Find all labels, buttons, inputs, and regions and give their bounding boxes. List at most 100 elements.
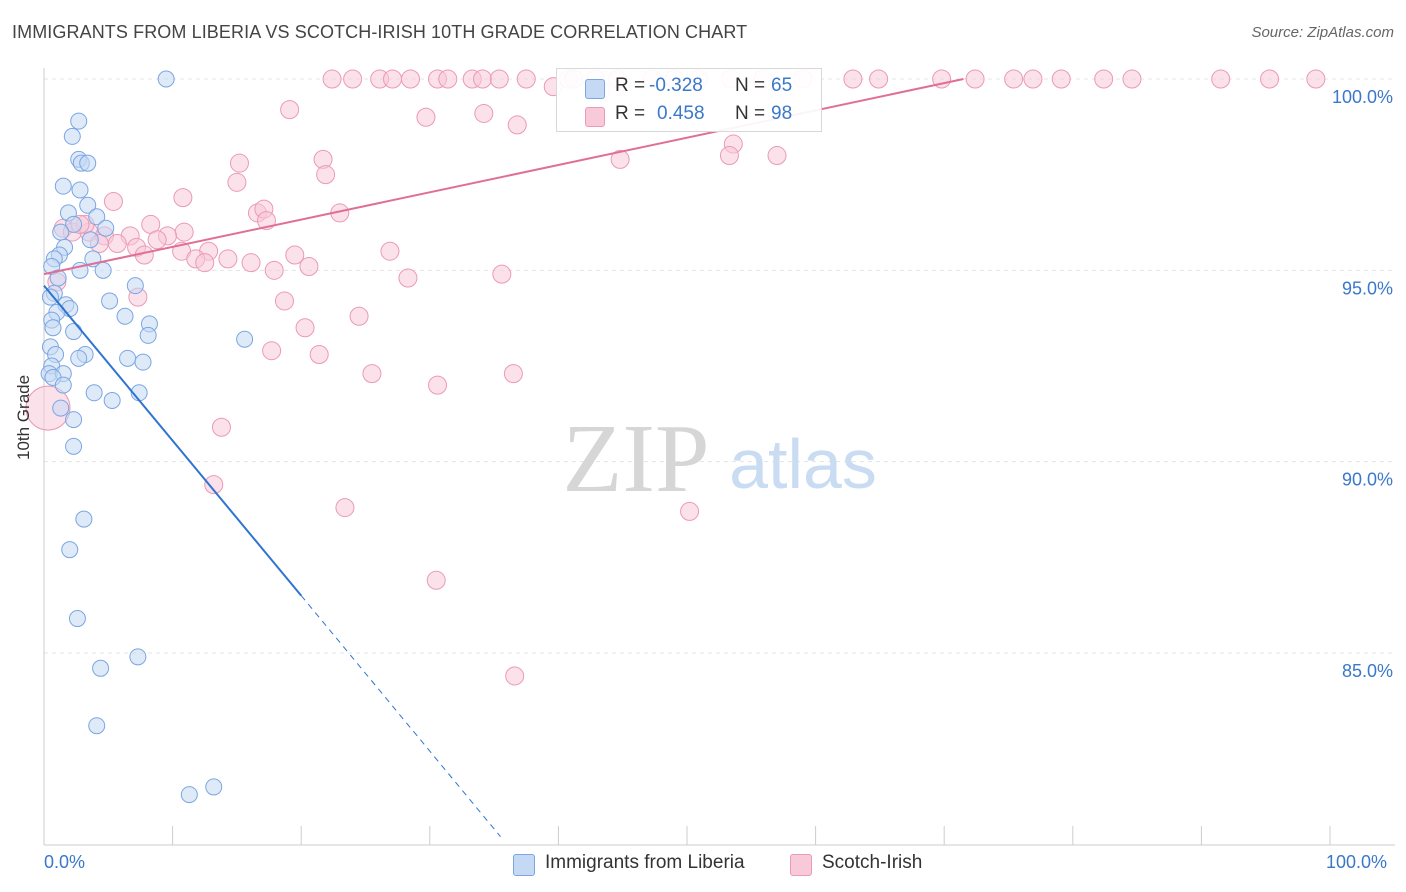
y-tick-label: 95.0%	[1342, 278, 1393, 298]
liberia-point	[103, 391, 121, 409]
scotch-irish-point	[1260, 69, 1280, 89]
scotch-irish-point	[195, 253, 215, 273]
scotch-irish-point	[489, 69, 509, 89]
scotch-irish-point	[204, 475, 224, 495]
scotch-irish-point	[680, 501, 700, 521]
scotch-irish-point	[349, 306, 369, 326]
legend-r-label: R =	[615, 103, 646, 124]
legend-n-value: 98	[771, 103, 793, 124]
liberia-point	[236, 330, 254, 348]
liberia-point	[65, 411, 83, 429]
liberia-point	[81, 231, 99, 249]
liberia-point	[157, 70, 175, 88]
scotch-irish-point	[383, 69, 403, 89]
liberia-point	[44, 319, 62, 337]
scotch-irish-point	[426, 570, 446, 590]
scotch-irish-point	[218, 249, 238, 269]
liberia-point	[101, 292, 119, 310]
scotch-irish-point	[416, 107, 436, 127]
scotch-irish-point	[262, 341, 282, 361]
liberia-point	[116, 307, 134, 325]
scotch-irish-point	[147, 230, 167, 250]
scotch-irish-point	[211, 417, 231, 437]
liberia-point	[68, 610, 86, 628]
scotch-irish-point	[174, 222, 194, 242]
scotch-irish-point	[505, 666, 525, 686]
scotch-irish-point	[965, 69, 985, 89]
legend-row-liberia: R = -0.328 N = 65	[557, 73, 821, 99]
legend-swatch-liberia	[513, 854, 535, 876]
liberia-point	[119, 349, 137, 367]
y-tick-label: 100.0%	[1332, 87, 1393, 107]
legend-r-value: -0.328	[649, 75, 703, 96]
scotch-irish-point	[1122, 69, 1142, 89]
liberia-point	[71, 181, 89, 199]
x-tick-max: 100.0%	[1326, 852, 1388, 872]
scotch-irish-point	[843, 69, 863, 89]
scotch-irish-trend-line	[43, 78, 964, 276]
scotch-irish-point	[335, 498, 355, 518]
liberia-point	[97, 219, 115, 237]
scotch-irish-point	[322, 69, 342, 89]
axes	[43, 68, 1395, 846]
scotch-irish-point	[473, 69, 493, 89]
scotch-irish-point	[428, 375, 448, 395]
legend-swatch-scotch-irish	[790, 854, 812, 876]
liberia-point	[88, 717, 106, 735]
scotch-irish-point	[1211, 69, 1231, 89]
liberia-point	[65, 437, 83, 455]
scotch-irish-point	[285, 245, 305, 265]
scotch-irish-point	[1004, 69, 1024, 89]
liberia-point	[88, 208, 106, 226]
liberia-point	[129, 648, 147, 666]
liberia-point	[54, 177, 72, 195]
stats-legend: R = -0.328 N = 65 R = 0.458 N = 98	[556, 68, 822, 132]
scotch-irish-point	[107, 234, 127, 254]
scotch-irish-point	[1094, 69, 1114, 89]
chart-title: IMMIGRANTS FROM LIBERIA VS SCOTCH-IRISH …	[12, 22, 748, 42]
scotch-irish-point	[229, 153, 249, 173]
liberia-point	[85, 384, 103, 402]
liberia-point	[41, 288, 59, 306]
scotch-irish-point	[401, 69, 421, 89]
scotch-irish-point	[103, 191, 123, 211]
liberia-points	[40, 70, 254, 804]
scotch-irish-point	[507, 115, 527, 135]
legend-row-scotch-irish: R = 0.458 N = 98	[557, 101, 821, 127]
scotch-irish-point	[241, 253, 261, 273]
scotch-irish-point	[316, 165, 336, 185]
legend-swatch-pink	[585, 107, 605, 127]
liberia-point	[61, 541, 79, 559]
scotch-irish-point	[343, 69, 363, 89]
liberia-point	[79, 196, 97, 214]
scotch-irish-point	[299, 257, 319, 277]
series-legend: Immigrants from Liberia Scotch-Irish	[0, 850, 1406, 880]
scotch-irish-point	[719, 146, 739, 166]
liberia-point	[63, 127, 81, 145]
liberia-point	[70, 349, 88, 367]
scotch-irish-point	[380, 241, 400, 261]
liberia-point	[65, 323, 83, 341]
scotch-irish-point	[274, 291, 294, 311]
liberia-trend-line	[43, 285, 302, 597]
scotch-irish-point	[1023, 69, 1043, 89]
scotch-irish-point	[227, 172, 247, 192]
liberia-point	[52, 223, 70, 241]
scotch-irish-point	[295, 318, 315, 338]
liberia-point	[79, 154, 97, 172]
watermark-zip: ZIP	[563, 405, 710, 513]
liberia-point	[180, 786, 198, 804]
watermark-atlas: atlas	[729, 425, 877, 503]
scotch-irish-point	[492, 264, 512, 284]
liberia-point	[92, 659, 110, 677]
scotch-irish-point	[309, 345, 329, 365]
liberia-point	[134, 353, 152, 371]
liberia-point	[52, 399, 70, 417]
scotch-irish-point	[362, 364, 382, 384]
scotch-irish-point	[173, 188, 193, 208]
scotch-irish-point	[869, 69, 889, 89]
liberia-point	[94, 261, 112, 279]
scotch-irish-point	[516, 69, 536, 89]
liberia-point	[126, 277, 144, 295]
